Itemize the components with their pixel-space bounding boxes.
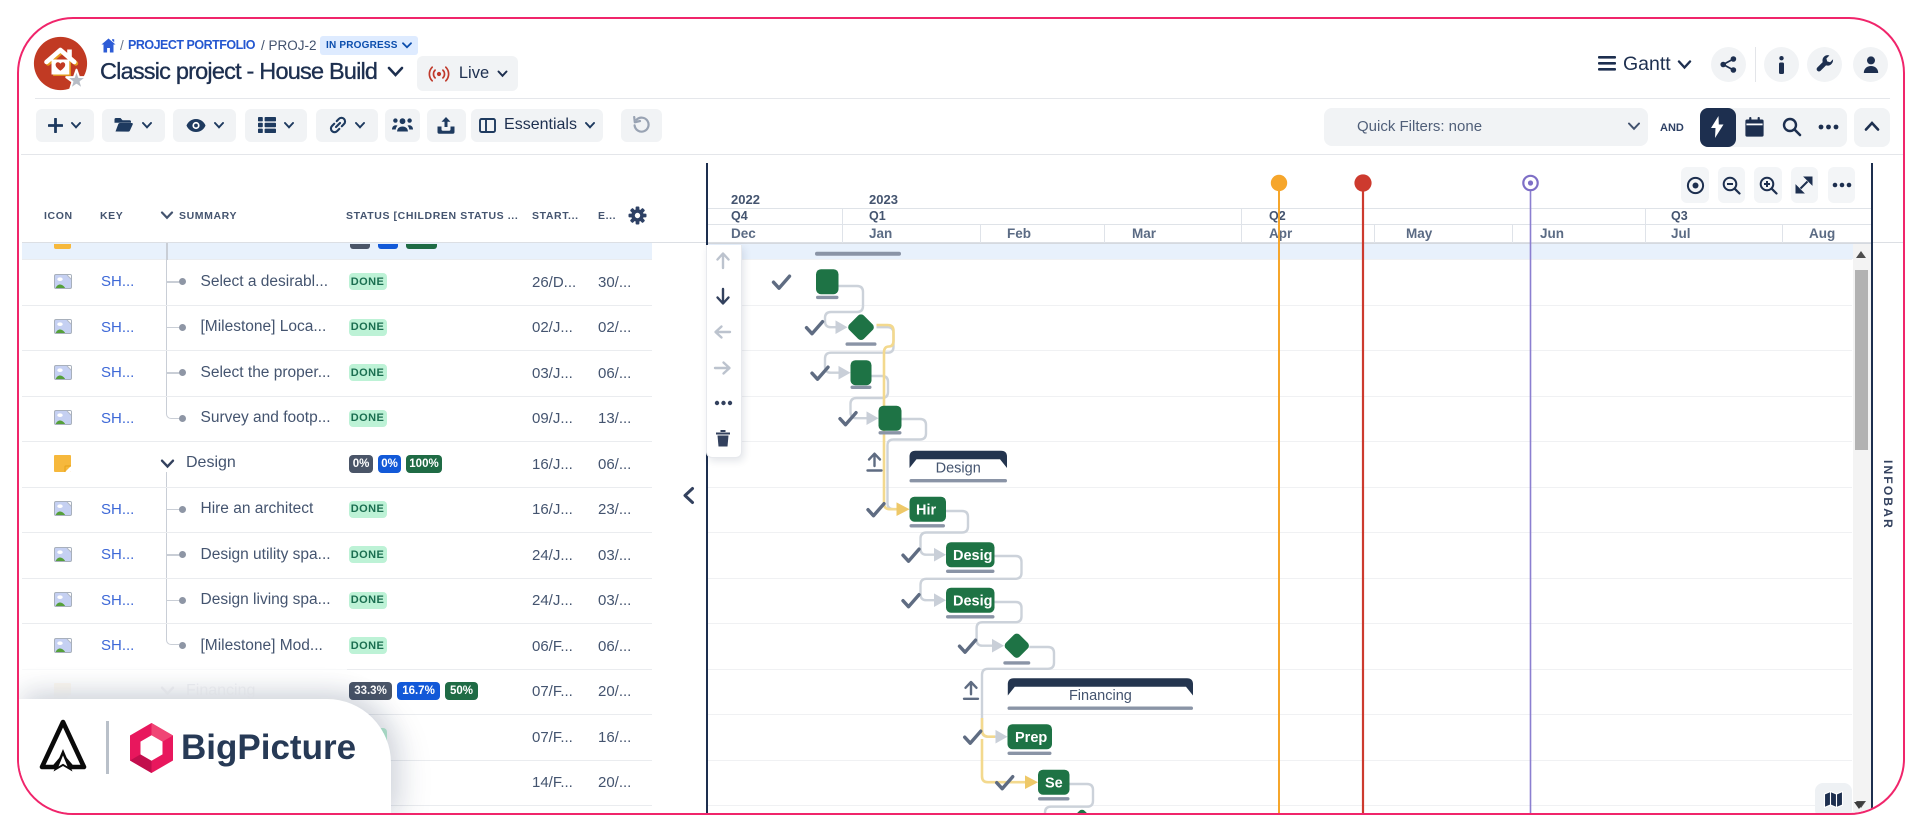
svg-text:Se: Se (1045, 776, 1063, 792)
svg-text:Desig: Desig (953, 594, 993, 610)
svg-text:Prep: Prep (1015, 730, 1047, 746)
svg-text:Hir: Hir (916, 503, 937, 519)
svg-text:Financing: Financing (1069, 688, 1132, 704)
svg-text:Desig: Desig (953, 548, 993, 564)
svg-text:Design: Design (936, 461, 981, 477)
